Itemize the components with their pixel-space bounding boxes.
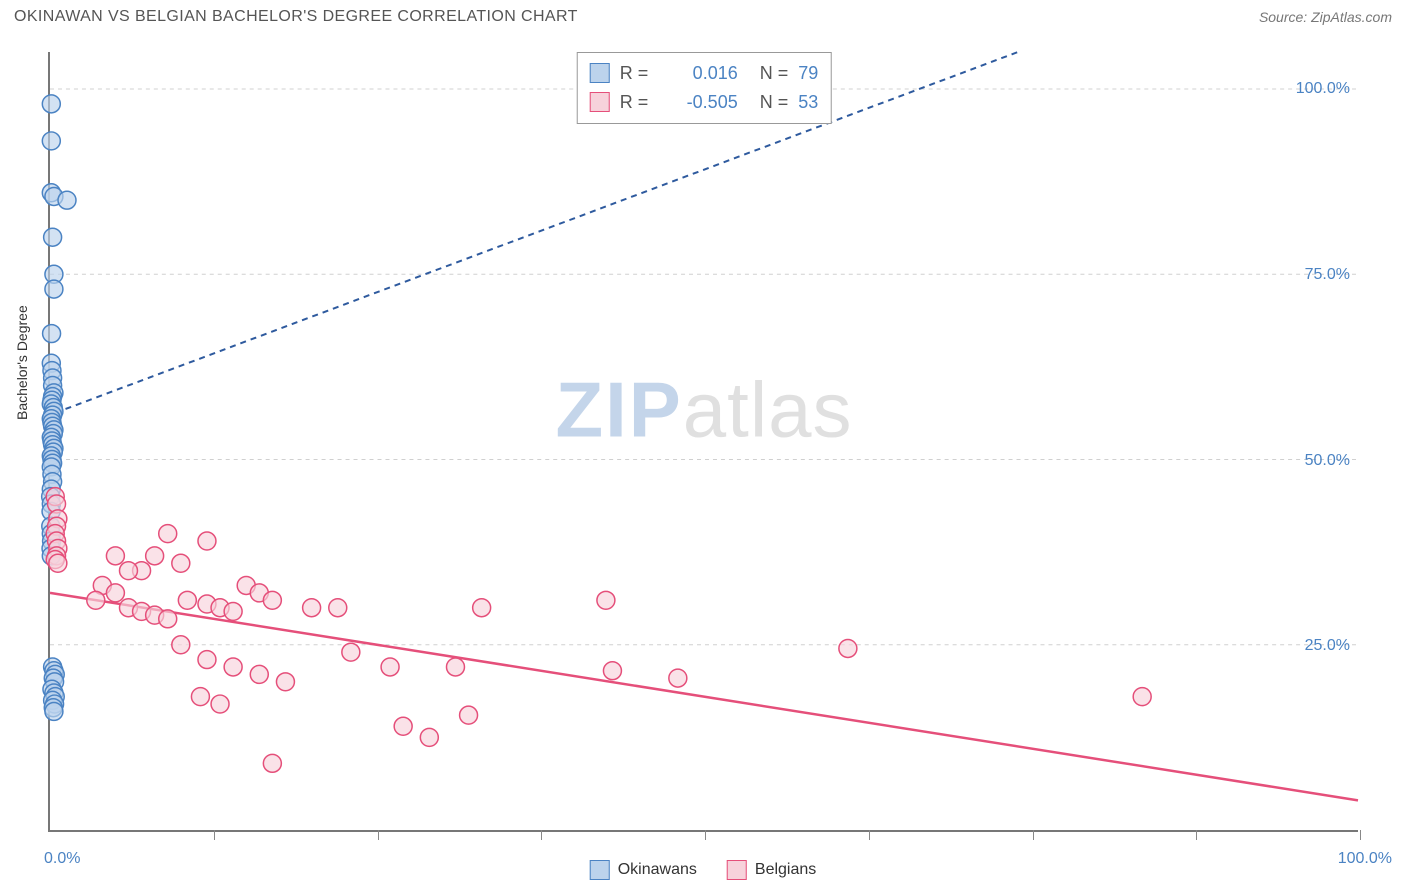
n-label: N = (760, 88, 789, 117)
n-value-okinawans: 79 (798, 59, 818, 88)
y-tick-label: 75.0% (1305, 266, 1350, 284)
data-point (178, 591, 196, 609)
legend-item-belgians: Belgians (727, 860, 816, 880)
data-point (597, 591, 615, 609)
n-label: N = (760, 59, 789, 88)
swatch-belgians (727, 860, 747, 880)
data-point (87, 591, 105, 609)
y-tick-label: 100.0% (1296, 80, 1350, 98)
data-point (106, 584, 124, 602)
data-point (159, 525, 177, 543)
data-point (106, 547, 124, 565)
r-value-okinawans: 0.016 (668, 59, 738, 88)
x-tick (1196, 830, 1197, 840)
chart-header: OKINAWAN VS BELGIAN BACHELOR'S DEGREE CO… (0, 0, 1406, 30)
data-point (198, 532, 216, 550)
y-axis-label: Bachelor's Degree (14, 305, 30, 420)
data-point (58, 191, 76, 209)
data-point (119, 562, 137, 580)
data-point (263, 591, 281, 609)
data-point (211, 695, 229, 713)
x-tick (541, 830, 542, 840)
x-tick (869, 830, 870, 840)
trend-line (50, 593, 1358, 800)
data-point (172, 636, 190, 654)
data-point (42, 132, 60, 150)
data-point (1133, 688, 1151, 706)
x-tick (705, 830, 706, 840)
chart-svg (50, 52, 1358, 830)
x-axis-min-label: 0.0% (44, 850, 80, 868)
y-tick-label: 25.0% (1305, 637, 1350, 655)
legend-row-okinawans: R = 0.016 N = 79 (590, 59, 819, 88)
correlation-legend: R = 0.016 N = 79 R = -0.505 N = 53 (577, 52, 832, 124)
x-tick (214, 830, 215, 840)
swatch-okinawans (590, 860, 610, 880)
legend-label-okinawans: Okinawans (618, 861, 697, 879)
data-point (43, 325, 61, 343)
plot-area: ZIPatlas 25.0%50.0%75.0%100.0% R = 0.016… (48, 52, 1358, 832)
source-attribution: Source: ZipAtlas.com (1259, 9, 1392, 25)
data-point (250, 665, 268, 683)
data-point (342, 643, 360, 661)
data-point (839, 639, 857, 657)
data-point (224, 602, 242, 620)
r-value-belgians: -0.505 (668, 88, 738, 117)
data-point (45, 280, 63, 298)
series-legend: Okinawans Belgians (590, 860, 817, 880)
data-point (381, 658, 399, 676)
data-point (394, 717, 412, 735)
data-point (460, 706, 478, 724)
data-point (45, 702, 63, 720)
data-point (329, 599, 347, 617)
data-point (44, 228, 62, 246)
swatch-belgians (590, 92, 610, 112)
chart-title: OKINAWAN VS BELGIAN BACHELOR'S DEGREE CO… (14, 8, 578, 26)
data-point (303, 599, 321, 617)
legend-item-okinawans: Okinawans (590, 860, 697, 880)
r-label: R = (620, 59, 658, 88)
x-tick (1033, 830, 1034, 840)
y-tick-label: 50.0% (1305, 452, 1350, 470)
data-point (198, 651, 216, 669)
n-value-belgians: 53 (798, 88, 818, 117)
x-tick (1360, 830, 1361, 840)
data-point (473, 599, 491, 617)
data-point (603, 662, 621, 680)
trend-line-extension (55, 52, 1018, 413)
data-point (420, 728, 438, 746)
data-point (42, 95, 60, 113)
data-point (191, 688, 209, 706)
x-tick (378, 830, 379, 840)
data-point (49, 554, 67, 572)
data-point (669, 669, 687, 687)
x-axis-max-label: 100.0% (1338, 850, 1392, 868)
data-point (263, 754, 281, 772)
data-point (146, 547, 164, 565)
legend-label-belgians: Belgians (755, 861, 816, 879)
data-point (446, 658, 464, 676)
legend-row-belgians: R = -0.505 N = 53 (590, 88, 819, 117)
swatch-okinawans (590, 63, 610, 83)
r-label: R = (620, 88, 658, 117)
data-point (172, 554, 190, 572)
data-point (159, 610, 177, 628)
data-point (224, 658, 242, 676)
data-point (276, 673, 294, 691)
